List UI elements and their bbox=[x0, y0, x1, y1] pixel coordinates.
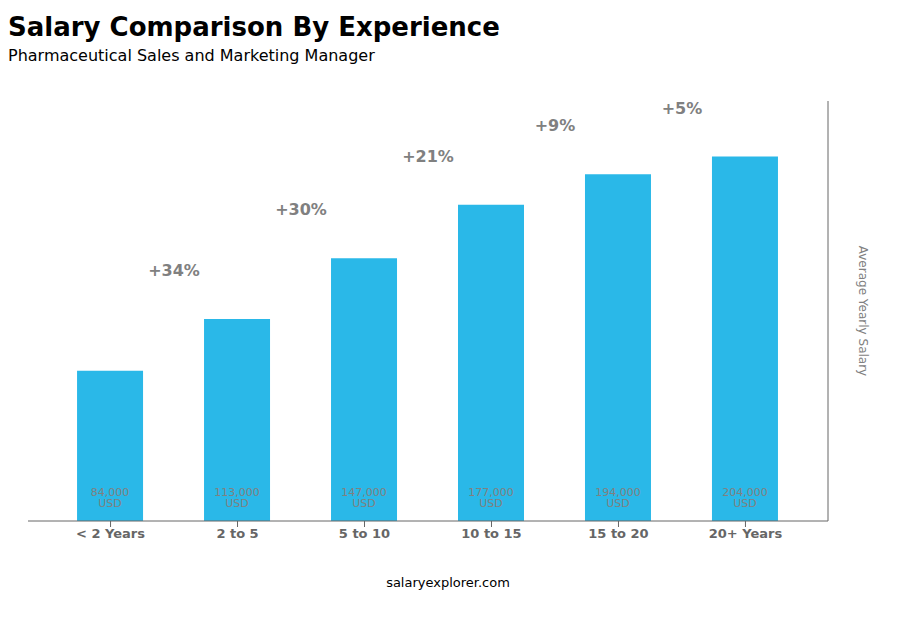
svg-text:15 to 20: 15 to 20 bbox=[588, 526, 648, 541]
svg-text:113,000USD: 113,000USD bbox=[214, 486, 260, 510]
svg-text:< 2 Years: < 2 Years bbox=[76, 526, 145, 541]
svg-text:+21%: +21% bbox=[402, 147, 454, 166]
svg-text:204,000USD: 204,000USD bbox=[722, 486, 768, 510]
svg-text:194,000USD: 194,000USD bbox=[595, 486, 641, 510]
svg-text:+30%: +30% bbox=[275, 200, 327, 219]
html-text:salaryexplorer.com: salaryexplorer.com bbox=[386, 575, 510, 590]
svg-text:20+ Years: 20+ Years bbox=[709, 526, 783, 541]
svg-text:+34%: +34% bbox=[148, 261, 200, 280]
html-text:Salary Comparison By Experienc: Salary Comparison By Experience bbox=[8, 12, 500, 42]
html-text:Pharmaceutical Sales and Marke: Pharmaceutical Sales and Marketing Manag… bbox=[8, 46, 375, 65]
svg-text:84,000USD: 84,000USD bbox=[91, 486, 130, 510]
svg-text:177,000USD: 177,000USD bbox=[468, 486, 514, 510]
svg-text:+9%: +9% bbox=[535, 116, 576, 135]
svg-text:147,000USD: 147,000USD bbox=[341, 486, 387, 510]
svg-text:10 to 15: 10 to 15 bbox=[461, 526, 521, 541]
svg-text:+5%: +5% bbox=[662, 99, 703, 118]
svg-text:Average Yearly Salary: Average Yearly Salary bbox=[856, 246, 870, 376]
svg-text:2 to 5: 2 to 5 bbox=[216, 526, 258, 541]
svg-text:5 to 10: 5 to 10 bbox=[339, 526, 390, 541]
